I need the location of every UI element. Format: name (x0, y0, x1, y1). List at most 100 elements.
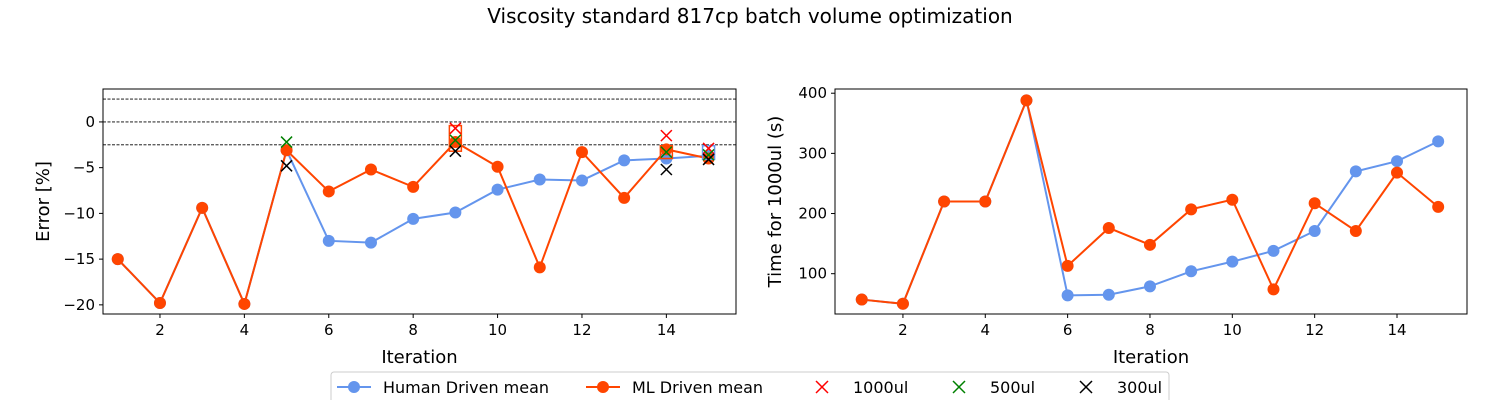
x-tick-label: 12 (1305, 321, 1324, 339)
figure-title: Viscosity standard 817cp batch volume op… (487, 4, 1012, 28)
series-point (322, 185, 335, 198)
volume-point-stroke-b (660, 146, 673, 159)
x-tick-label: 4 (240, 321, 250, 339)
time-chart: 2 4 6 8 10 12 14 100 200 300 400 Iteration Time for … (765, 84, 1468, 368)
x-tick-label: 6 (324, 321, 334, 339)
series-point (1020, 94, 1033, 107)
volume-point-stroke-b (702, 153, 715, 166)
series-line (117, 147, 709, 307)
series-point (896, 297, 909, 310)
x-tick-label: 4 (981, 321, 991, 339)
plot-frame (102, 88, 737, 315)
series-point (855, 293, 868, 306)
series-point (449, 206, 462, 219)
series-point (1226, 193, 1239, 206)
x-tick-label: 10 (488, 321, 507, 339)
x-tick-label: 2 (155, 321, 165, 339)
series-point (533, 173, 546, 186)
legend-marker (597, 381, 609, 393)
x-tick-label: 14 (657, 321, 676, 339)
series-point (1349, 224, 1362, 237)
y-tick-label: −5 (73, 159, 95, 177)
x-tick-label: 6 (1063, 321, 1073, 339)
y-tick-label: 400 (798, 84, 827, 102)
series-point (322, 234, 335, 247)
volume-point (660, 129, 673, 142)
series-point (1391, 166, 1404, 179)
y-tick-label: 300 (798, 144, 827, 162)
series-point (1267, 244, 1280, 257)
volume-point-stroke-b (702, 148, 715, 161)
legend-x-marker-stroke-b (952, 380, 966, 394)
series-point (280, 144, 293, 157)
legend-label: 500ul (990, 378, 1035, 397)
series-point (1432, 135, 1445, 148)
y-tick-label: 200 (798, 205, 827, 223)
x-tick-label: 8 (1145, 321, 1155, 339)
series-point (1102, 221, 1115, 234)
y-axis-label: Time for 1000ul (s) (765, 116, 786, 289)
series-point (1185, 203, 1198, 216)
volume-point (449, 122, 462, 135)
series-point (618, 154, 631, 167)
series-point (196, 201, 209, 214)
legend-x-marker-stroke-b (815, 380, 829, 394)
legend-label: Human Driven mean (383, 378, 549, 397)
legend-item: 300ul (1079, 378, 1162, 397)
series-point (1432, 200, 1445, 213)
series-point (1267, 283, 1280, 296)
legend-label: 300ul (1117, 378, 1162, 397)
legend-label: 1000ul (853, 378, 908, 397)
x-tick-label: 2 (898, 321, 908, 339)
x-tick-label: 10 (1223, 321, 1242, 339)
volume-point-stroke-b (449, 122, 462, 135)
series-point (1185, 265, 1198, 278)
volume-point-stroke-b (449, 145, 462, 158)
y-tick-label: −20 (63, 296, 95, 314)
volume-point (280, 136, 293, 149)
series-point (1102, 288, 1115, 301)
volume-point (280, 159, 293, 172)
series-point (407, 212, 420, 225)
plot-frame (834, 88, 1468, 315)
series-point (1061, 289, 1074, 302)
series-point (491, 183, 504, 196)
volume-point-stroke-b (280, 159, 293, 172)
series-point (153, 297, 166, 310)
series-point (618, 191, 631, 204)
volume-point (449, 145, 462, 158)
series-point (364, 236, 377, 249)
highlight-box (659, 144, 674, 160)
volume-point (660, 163, 673, 176)
y-tick-label: 100 (798, 265, 827, 283)
legend-item: 500ul (952, 378, 1035, 397)
volume-point-stroke-b (660, 163, 673, 176)
volume-point-stroke-b (280, 136, 293, 149)
series-point (575, 174, 588, 187)
legend-x-marker-stroke-b (1079, 380, 1093, 394)
series-point (979, 195, 992, 208)
series-point (1391, 155, 1404, 168)
legend-x-marker (952, 380, 966, 394)
legend: Human Driven mean ML Driven mean 1000ul 500… (330, 371, 1170, 404)
x-tick-label: 12 (572, 321, 591, 339)
y-tick-label: −15 (63, 250, 95, 268)
y-tick-label: −10 (63, 204, 95, 222)
volume-point-stroke-b (660, 129, 673, 142)
series-point (1143, 238, 1156, 251)
x-tick-label: 14 (1387, 321, 1406, 339)
series-point (1349, 165, 1362, 178)
legend-x-marker (1079, 380, 1093, 394)
series-point (407, 180, 420, 193)
x-tick-label: 8 (408, 321, 418, 339)
series-point (1308, 224, 1321, 237)
series-point (533, 261, 546, 274)
series-point (238, 297, 251, 310)
y-axis-label: Error [%] (33, 161, 54, 242)
error-chart: 2 4 6 8 10 12 14 0 −5 −10 −15 −20 Iteration Error [%] (33, 88, 737, 368)
series-point (491, 160, 504, 173)
volume-point (660, 146, 673, 159)
legend-x-marker (815, 380, 829, 394)
